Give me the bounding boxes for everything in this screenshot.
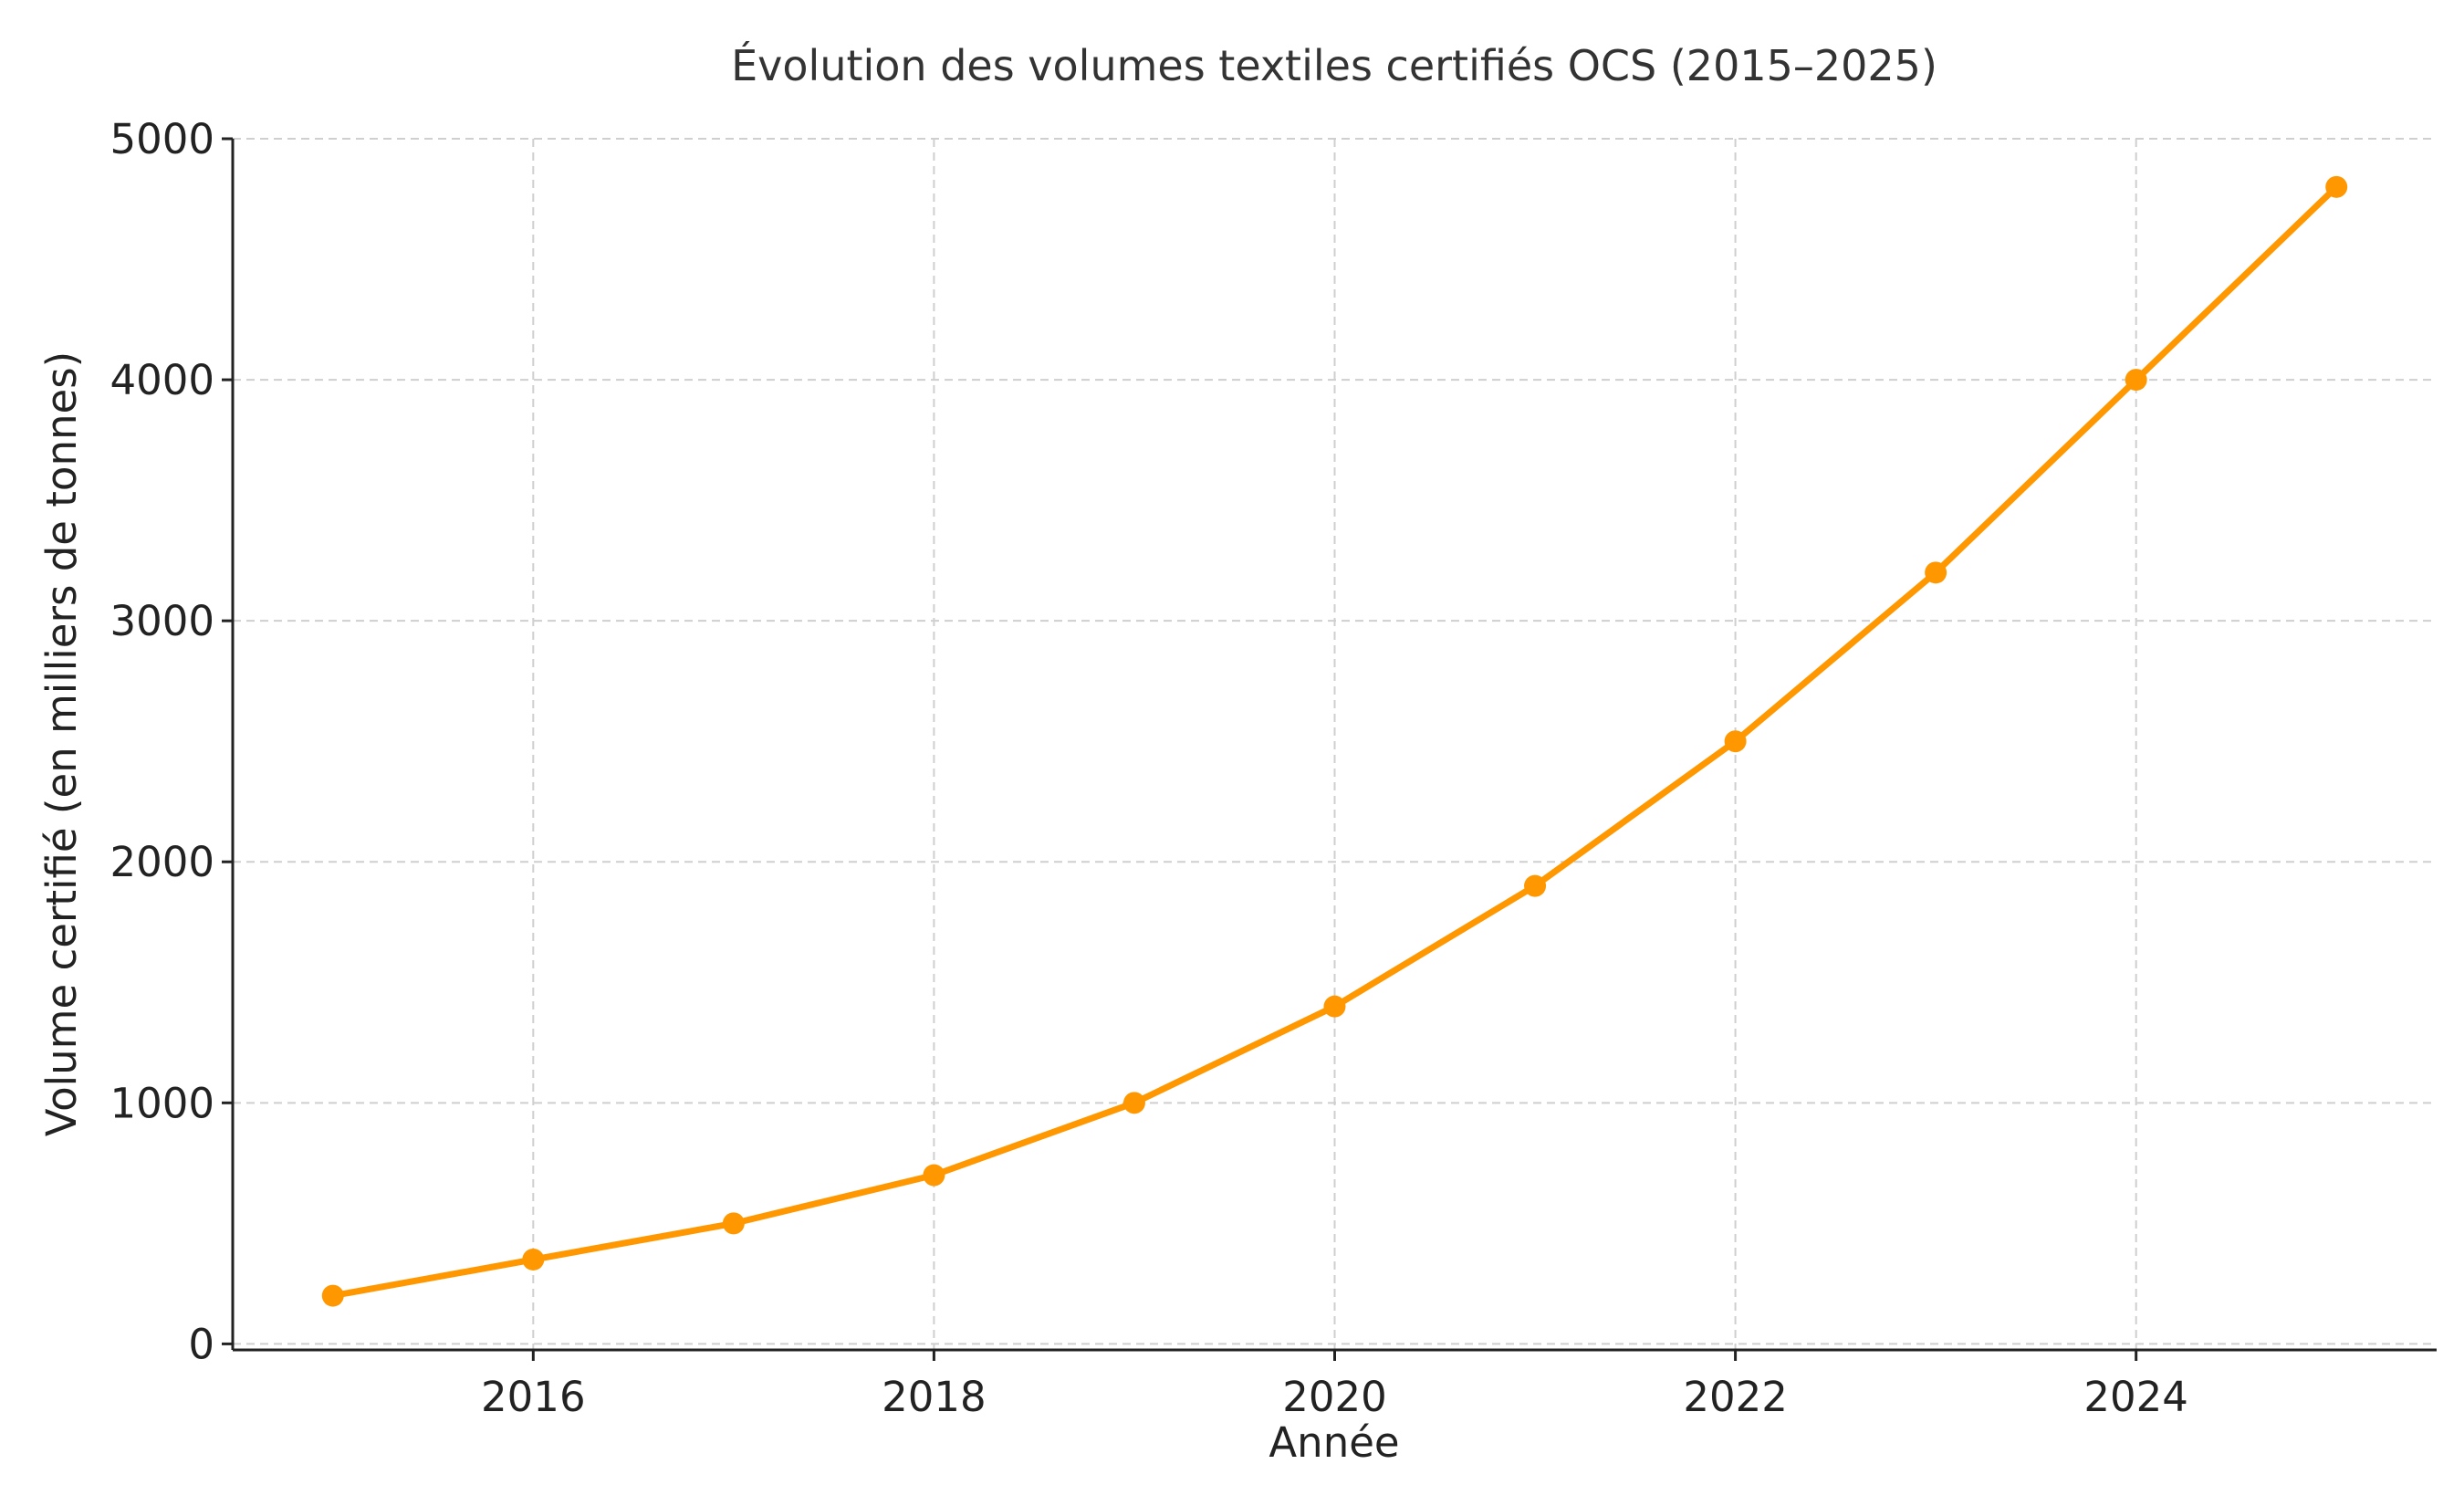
data-point-2017	[722, 1212, 745, 1235]
chart-title: Évolution des volumes textiles certifiés…	[731, 41, 1937, 90]
y-tick-label: 5000	[110, 115, 214, 163]
y-tick-label: 0	[188, 1320, 214, 1368]
x-tick-label: 2016	[481, 1373, 586, 1421]
data-point-2018	[923, 1164, 945, 1187]
x-axis-ticks: 2016 2018 2020 2022 2024	[481, 1350, 2188, 1421]
y-tick-label: 3000	[110, 597, 214, 645]
data-point-2025	[2325, 175, 2348, 198]
y-axis-label: Volume certifié (en milliers de tonnes)	[37, 351, 86, 1136]
data-point-2019	[1122, 1092, 1145, 1114]
data-point-2016	[522, 1248, 545, 1271]
data-point-2015	[321, 1284, 344, 1307]
x-tick-label: 2022	[1683, 1373, 1788, 1421]
series-group	[321, 175, 2348, 1307]
x-axis-label: Année	[1269, 1418, 1399, 1467]
data-point-2021	[1524, 874, 1547, 897]
data-point-2020	[1323, 995, 1346, 1018]
data-point-2022	[1724, 730, 1747, 753]
y-tick-label: 4000	[110, 356, 214, 404]
grid-lines	[233, 138, 2437, 1350]
y-tick-label: 2000	[110, 838, 214, 886]
x-tick-label: 2020	[1282, 1373, 1387, 1421]
x-tick-label: 2024	[2083, 1373, 2188, 1421]
data-point-2023	[1925, 561, 1947, 584]
data-point-2024	[2125, 369, 2147, 392]
x-tick-label: 2018	[882, 1373, 987, 1421]
y-axis-ticks: 0 1000 2000 3000 4000 5000	[110, 115, 233, 1368]
y-tick-label: 1000	[110, 1079, 214, 1127]
